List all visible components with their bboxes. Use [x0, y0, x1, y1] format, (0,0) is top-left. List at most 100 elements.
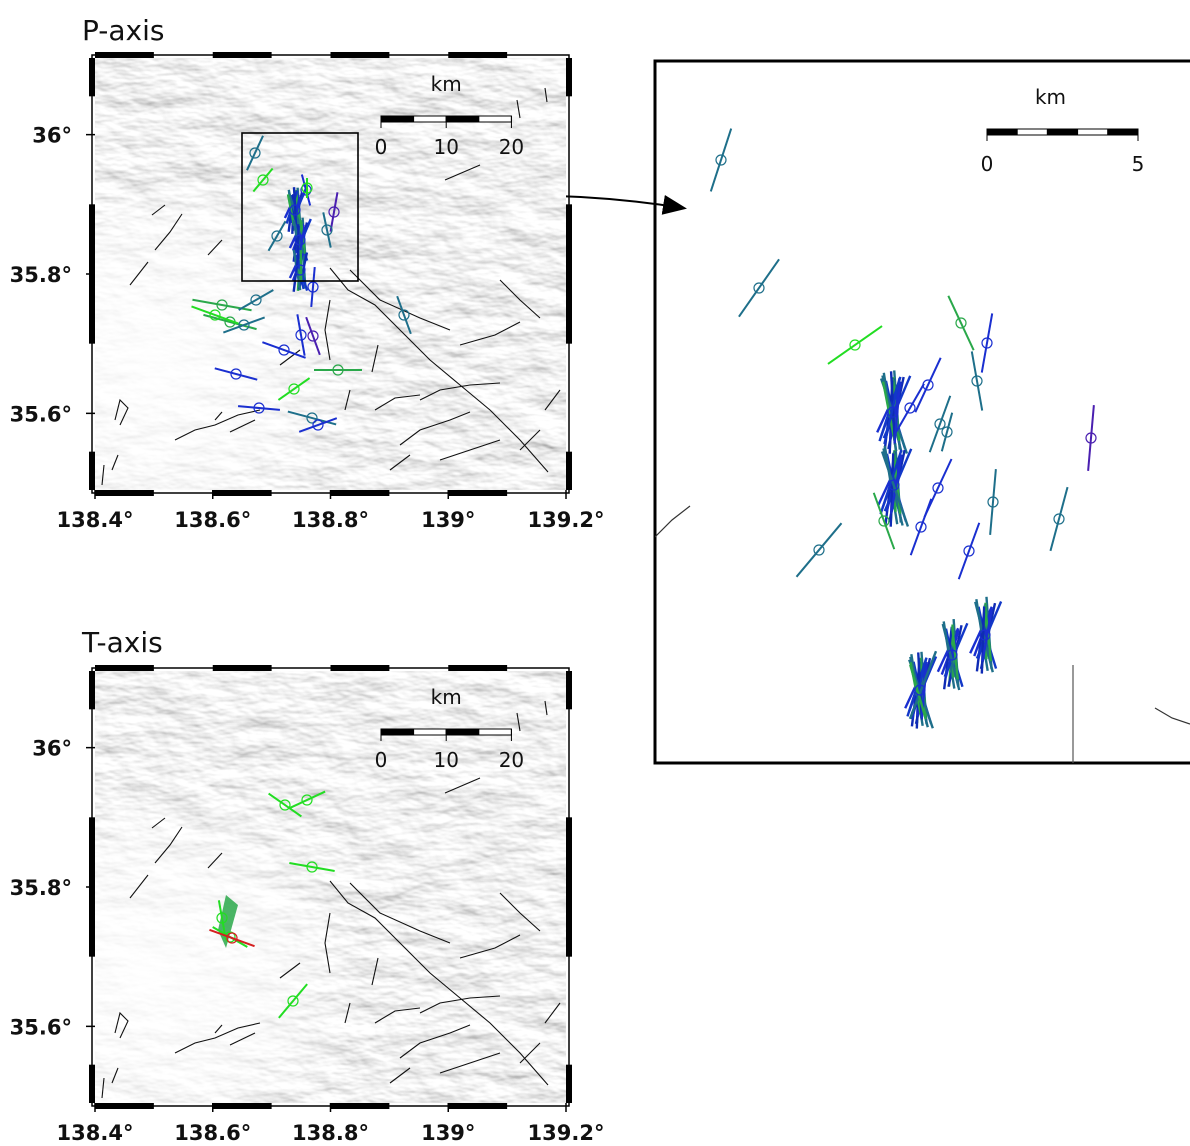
- p-axis-stick: [262, 341, 306, 359]
- fault-line: [214, 411, 223, 421]
- y-tick-label: 35.6°: [10, 1015, 72, 1039]
- fault-line: [519, 429, 541, 451]
- fault-lines: [101, 700, 561, 1099]
- inset-stick-center: [887, 406, 899, 418]
- inset-frame: [653, 59, 1190, 765]
- scale-label: 20: [499, 748, 524, 772]
- p-axis-stick-center: [253, 402, 265, 414]
- fault-line: [499, 892, 541, 932]
- p-axis-stick: [214, 367, 258, 381]
- t-axis-stick-center: [287, 995, 299, 1007]
- inset-stick-center: [946, 649, 958, 661]
- fault-line: [174, 409, 261, 441]
- p-axis-stick-center: [216, 299, 228, 311]
- fault-line: [324, 299, 331, 361]
- fault-line: [111, 454, 119, 471]
- p-axis-stick: [305, 316, 321, 356]
- p-axis-stick-center: [321, 224, 333, 236]
- fault-line: [349, 882, 451, 944]
- scale-segment: [1077, 128, 1109, 136]
- t-axis-stick-center: [306, 861, 318, 873]
- inset-stick-center: [979, 629, 991, 641]
- scale-label: 0: [375, 135, 388, 159]
- inset-stick: [970, 351, 984, 411]
- frame-segment: [212, 52, 272, 58]
- frame-segment: [448, 1103, 508, 1109]
- fault-line: [349, 269, 451, 331]
- frame-segment: [89, 58, 95, 97]
- inset-stick: [947, 295, 975, 351]
- basin-shading: [95, 58, 566, 490]
- inset-stick: [951, 626, 959, 680]
- y-tick-label: 35.8°: [10, 876, 72, 900]
- inset-stick: [709, 128, 733, 192]
- fault-line: [279, 962, 301, 979]
- fault-line: [229, 1032, 256, 1046]
- inset-stick: [827, 325, 883, 365]
- p-axis-stick-center: [250, 294, 262, 306]
- frame-segment: [448, 665, 508, 671]
- frame-segment: [89, 451, 95, 490]
- t-axis-sticks: [209, 790, 335, 1019]
- p-axis-stick: [310, 266, 316, 308]
- panel-title: P-axis: [82, 14, 164, 47]
- fault-line: [129, 261, 149, 286]
- frame-segment: [566, 887, 572, 957]
- fault-line: [544, 700, 548, 716]
- scale-unit: km: [431, 685, 462, 709]
- fault-line: [519, 1042, 541, 1064]
- fault-line: [214, 1024, 223, 1034]
- p-axis-stick: [238, 289, 274, 311]
- scale-segment: [1016, 128, 1048, 136]
- inset-stick-center: [987, 496, 999, 508]
- fault-line: [459, 321, 521, 346]
- frame-segment: [89, 204, 95, 274]
- inset-faults: [655, 505, 1190, 763]
- fault-line: [499, 279, 541, 319]
- p-axis-stick: [296, 314, 306, 356]
- x-tick-label: 138.8°: [292, 508, 369, 532]
- scale-segment: [413, 728, 447, 736]
- p-axis-stick: [322, 212, 332, 248]
- p-axis-stick-center: [289, 204, 301, 216]
- scale-segment: [413, 115, 447, 123]
- t-axis-stick: [268, 792, 302, 818]
- p-axis-stick: [329, 192, 339, 232]
- frame-segment: [566, 1064, 572, 1103]
- p-axis-stick: [299, 250, 303, 282]
- scale-segment: [380, 115, 415, 123]
- x-tick-label: 139°: [421, 508, 475, 532]
- scale-label: 5: [1132, 152, 1145, 176]
- inset-stick: [895, 383, 925, 433]
- inset-stick-center: [981, 337, 993, 349]
- inset-stick: [889, 458, 903, 514]
- frame-segment: [448, 52, 508, 58]
- frame-segment: [212, 665, 272, 671]
- inset-stick-center: [888, 479, 900, 491]
- p-axis-sticks: [191, 135, 412, 433]
- frame-segment: [89, 671, 95, 710]
- frame-segment: [89, 274, 95, 344]
- scale-segment: [1046, 128, 1079, 136]
- scale-segment: [1107, 128, 1139, 136]
- p-axis-stick: [292, 187, 298, 225]
- fault-line: [444, 777, 481, 794]
- frame-segment: [95, 1103, 154, 1109]
- fault-line: [207, 852, 223, 869]
- inset-stick: [879, 449, 903, 515]
- y-tick-label: 35.6°: [10, 402, 72, 426]
- scale-unit: km: [431, 72, 462, 96]
- fault-line: [371, 957, 379, 986]
- p-axis-stick-center: [301, 182, 313, 194]
- p-axis-stick: [252, 167, 274, 193]
- scale-segment: [380, 728, 415, 736]
- fault-line: [344, 389, 351, 411]
- frame-segment: [330, 665, 390, 671]
- fault-line: [154, 826, 183, 864]
- map-panel: [95, 58, 566, 490]
- inset-stick-center: [878, 515, 890, 527]
- p-axis-stick-center: [271, 230, 283, 242]
- frame-segment: [448, 490, 508, 496]
- p-axis-stick: [297, 252, 309, 290]
